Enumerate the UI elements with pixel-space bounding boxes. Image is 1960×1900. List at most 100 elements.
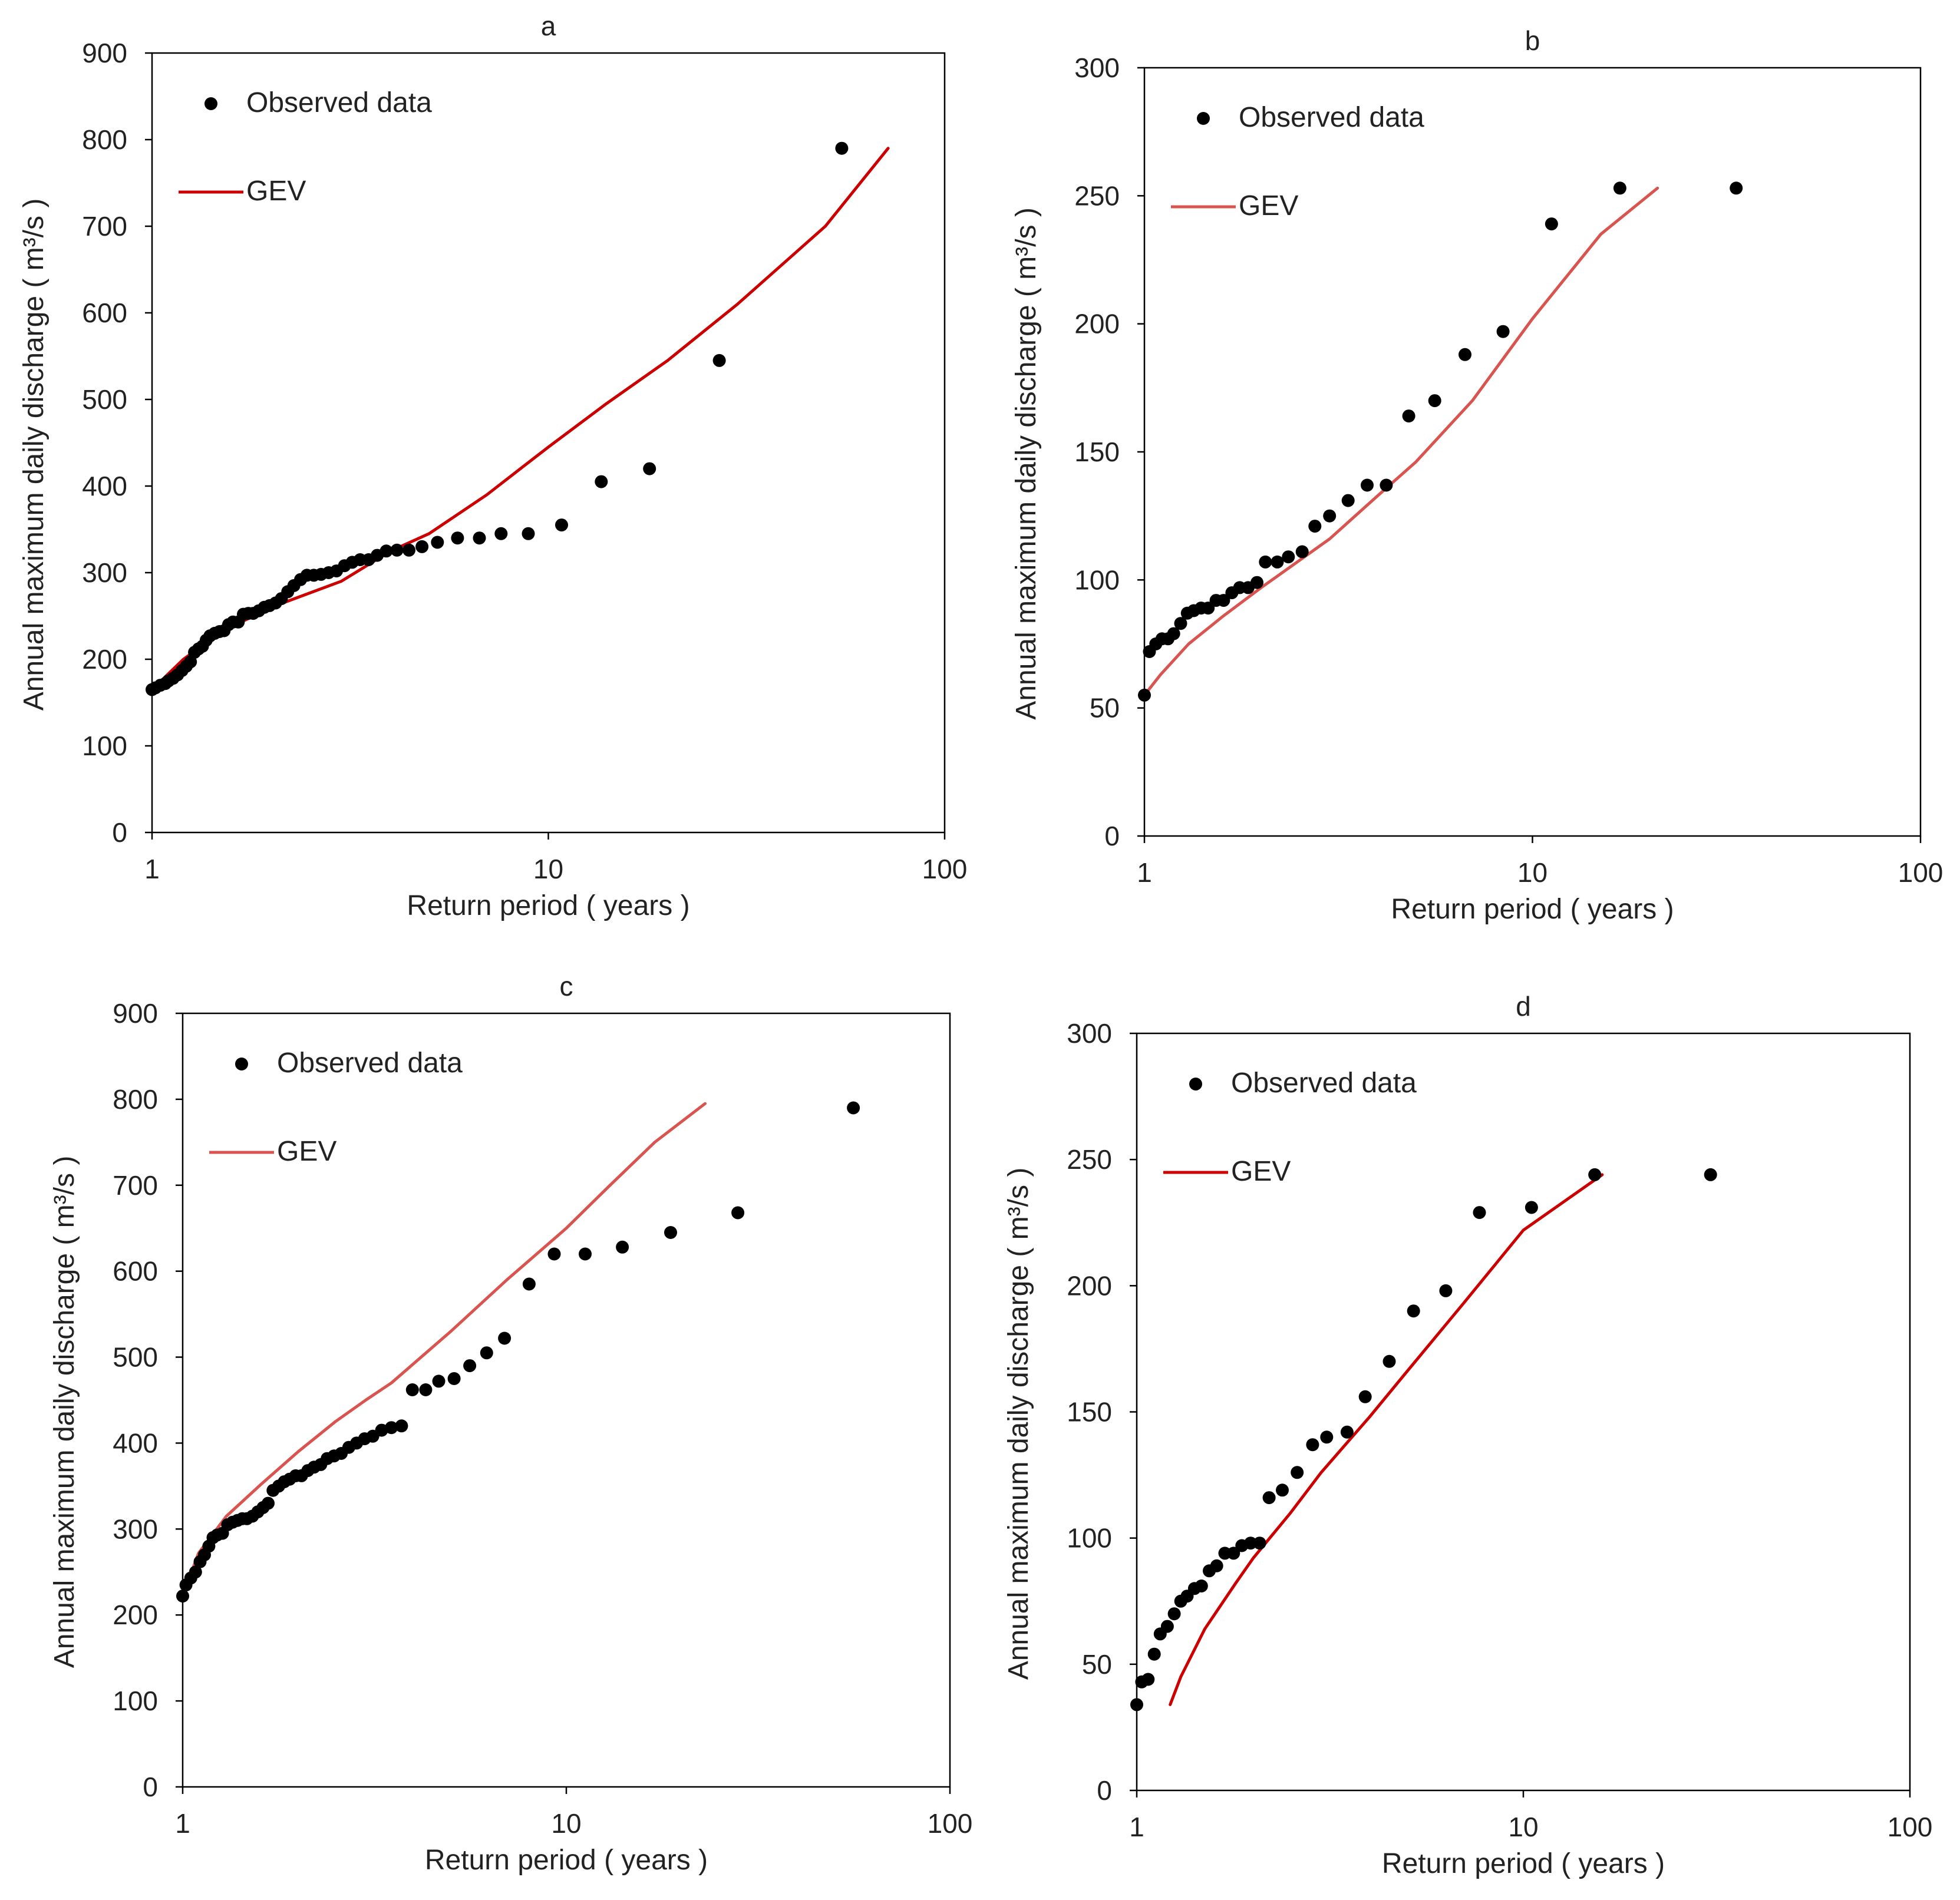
legend-observed-marker xyxy=(235,1058,248,1070)
chart-panel-b: 1 10 100 0 50 100 150 200 250 300 b Return period (… xyxy=(980,0,1960,950)
legend-gev-label: GEV xyxy=(1231,1156,1291,1187)
y-tick-label: 250 xyxy=(1067,1144,1112,1175)
x-tick-label: 1 xyxy=(1137,857,1152,888)
y-tick-label: 500 xyxy=(82,384,127,415)
y-tick-label: 50 xyxy=(1090,693,1120,723)
observed-point xyxy=(1141,1673,1155,1686)
y-tick-label: 300 xyxy=(113,1514,158,1544)
chart-svg-d: 1 10 100 0 50 100 150 200 250 300 d Return period (… xyxy=(1003,991,1933,1879)
y-tick-label: 200 xyxy=(82,644,127,675)
y-tick-label: 200 xyxy=(1074,309,1120,339)
y-tick-label: 150 xyxy=(1067,1397,1112,1428)
observed-point xyxy=(375,1423,388,1437)
observed-point xyxy=(1262,1491,1276,1505)
gev-fit-line xyxy=(1169,1173,1604,1706)
y-tick-label: 150 xyxy=(1074,437,1120,467)
observed-point xyxy=(1358,1390,1372,1403)
observed-point xyxy=(1704,1168,1717,1181)
observed-point xyxy=(616,1240,629,1254)
observed-point xyxy=(1276,1483,1289,1497)
observed-point xyxy=(1439,1284,1453,1297)
observed-point xyxy=(1227,1547,1240,1560)
legend-gev-label: GEV xyxy=(246,176,306,207)
x-tick-label: 1 xyxy=(1129,1812,1144,1842)
y-axis-title: Annual maximum daily discharge ( m³/s ) xyxy=(1011,207,1042,720)
observed-point xyxy=(1496,325,1510,338)
observed-point xyxy=(1459,348,1471,361)
observed-point xyxy=(385,1421,398,1435)
y-tick-label: 50 xyxy=(1082,1649,1112,1680)
x-tick-label: 100 xyxy=(1888,1812,1933,1842)
legend-observed-label: Observed data xyxy=(1231,1068,1417,1099)
legend-observed-label: Observed data xyxy=(246,87,432,118)
observed-point xyxy=(1545,217,1558,231)
legend-observed-label: Observed data xyxy=(277,1048,463,1079)
chart-panel-c: 1 10 100 0 100 200 300 400 500 600 700 800 900 c Retur… xyxy=(0,950,980,1900)
observed-point xyxy=(1402,409,1415,423)
x-tick-label: 100 xyxy=(1898,857,1943,888)
y-tick-label: 900 xyxy=(82,38,127,68)
y-tick-label: 300 xyxy=(82,557,127,588)
observed-point xyxy=(664,1226,677,1239)
y-tick-label: 0 xyxy=(1104,821,1120,851)
observed-point xyxy=(451,531,464,545)
observed-point xyxy=(189,1565,202,1579)
observed-point xyxy=(1525,1201,1538,1214)
y-tick-label: 100 xyxy=(1067,1523,1112,1554)
observed-point xyxy=(522,527,535,540)
plot-area xyxy=(1136,1032,1911,1792)
observed-point xyxy=(1361,478,1374,492)
observed-point xyxy=(262,1496,275,1510)
observed-point xyxy=(712,353,726,367)
observed-point xyxy=(1195,1580,1208,1592)
y-tick-label: 200 xyxy=(113,1600,158,1630)
y-tick-label: 400 xyxy=(113,1428,158,1458)
observed-point xyxy=(473,531,486,545)
y-axis-title: Annual maximum daily discharge ( m³/s ) xyxy=(49,1156,80,1668)
y-tick-label: 900 xyxy=(113,998,158,1029)
y-tick-label: 700 xyxy=(82,211,127,242)
observed-point xyxy=(1291,1466,1304,1479)
x-tick-label: 100 xyxy=(922,854,968,884)
observed-point xyxy=(1250,576,1263,589)
chart-panel-a: 1 10 100 0 100 200 300 400 500 600 700 800 900 a Retur… xyxy=(0,0,980,950)
observed-point xyxy=(1167,1607,1181,1621)
observed-point xyxy=(1282,550,1295,564)
observed-point xyxy=(1138,688,1151,702)
y-axis-title: Annual maximum daily discharge ( m³/s ) xyxy=(18,199,50,711)
y-tick-label: 250 xyxy=(1074,180,1120,211)
y-tick-label: 700 xyxy=(113,1170,158,1201)
observed-point xyxy=(395,1419,408,1433)
gev-fit-line xyxy=(181,1102,707,1598)
y-tick-label: 100 xyxy=(82,731,127,761)
y-tick-label: 300 xyxy=(1067,1018,1112,1049)
observed-point xyxy=(480,1346,493,1360)
chart-svg-c: 1 10 100 0 100 200 300 400 500 600 700 800 900 c Retur… xyxy=(49,971,972,1876)
observed-point xyxy=(494,527,508,540)
plot-area xyxy=(1143,67,1922,837)
observed-point xyxy=(498,1331,512,1345)
observed-point xyxy=(1588,1168,1602,1181)
y-tick-label: 400 xyxy=(82,471,127,501)
observed-point xyxy=(1323,509,1337,523)
y-tick-label: 600 xyxy=(82,298,127,328)
observed-point xyxy=(380,544,393,558)
observed-point xyxy=(405,1383,419,1396)
chart-panel-d: 1 10 100 0 50 100 150 200 250 300 d Return period (… xyxy=(980,950,1960,1900)
observed-point xyxy=(555,518,568,532)
x-tick-label: 10 xyxy=(533,854,563,884)
observed-point xyxy=(1428,394,1441,408)
observed-point xyxy=(1730,181,1743,195)
observed-point xyxy=(402,543,415,557)
observed-point xyxy=(522,1277,536,1291)
y-tick-label: 500 xyxy=(113,1342,158,1373)
y-tick-label: 100 xyxy=(1074,564,1120,595)
observed-point xyxy=(847,1101,860,1115)
observed-point xyxy=(1244,1536,1258,1550)
chart-svg-a: 1 10 100 0 100 200 300 400 500 600 700 800 900 a Retur… xyxy=(18,11,968,921)
y-tick-label: 800 xyxy=(82,124,127,155)
legend-observed-label: Observed data xyxy=(1239,102,1424,133)
x-tick-label: 10 xyxy=(1508,1812,1538,1842)
y-tick-label: 100 xyxy=(113,1686,158,1716)
legend-gev-label: GEV xyxy=(1239,190,1298,222)
